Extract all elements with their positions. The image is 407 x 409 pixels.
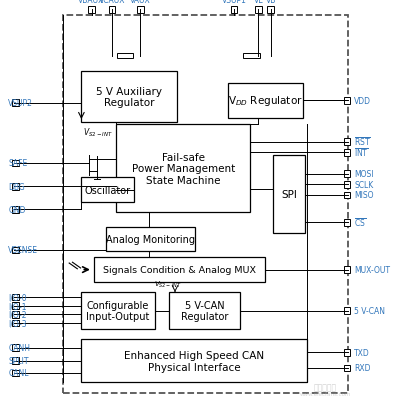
Text: Analog Monitoring: Analog Monitoring [106,234,195,244]
Text: SCLK: SCLK [354,180,373,189]
Bar [12,184,19,190]
Text: I/O-3: I/O-3 [8,319,27,328]
Text: SPI: SPI [281,189,297,199]
Bar [344,267,350,273]
Text: I/O-0: I/O-0 [8,293,27,302]
Bar [12,357,19,364]
Bar [12,247,19,254]
Bar [344,220,350,226]
Text: VDD: VDD [354,97,371,106]
Text: Enhanced High Speed CAN
Physical Interface: Enhanced High Speed CAN Physical Interfa… [124,350,265,372]
Bar [344,365,350,371]
Text: RXD: RXD [354,364,371,373]
FancyBboxPatch shape [169,292,240,329]
Bar [88,7,95,13]
Bar [12,294,19,301]
Bar [344,308,350,314]
Bar [267,7,274,13]
Bar [344,150,350,156]
Text: CANH: CANH [8,343,30,352]
FancyBboxPatch shape [116,125,250,213]
Bar [117,54,133,59]
Text: Oscillator: Oscillator [85,185,131,195]
Text: $V_{S2-INT}$: $V_{S2-INT}$ [154,279,182,290]
Bar [109,7,115,13]
Bar [344,171,350,178]
Bar [344,139,350,146]
Text: Configurable
Input-Output: Configurable Input-Output [86,300,150,321]
Text: CANL: CANL [8,369,28,378]
Text: VBAUX: VBAUX [79,0,105,5]
Text: I/O-1: I/O-1 [8,301,26,310]
Text: MISO: MISO [354,191,374,200]
Bar [12,160,19,167]
Text: www.elecfans.com: www.elecfans.com [300,391,351,396]
Text: MOSI: MOSI [354,170,374,179]
Bar [344,349,350,356]
Text: MUX-OUT: MUX-OUT [354,265,390,274]
Bar [12,207,19,213]
Bar [344,192,350,199]
Text: $\overline{\rm INT}$: $\overline{\rm INT}$ [354,147,369,159]
Bar [243,54,260,59]
FancyBboxPatch shape [81,72,177,123]
FancyBboxPatch shape [273,155,305,233]
FancyBboxPatch shape [106,227,195,252]
FancyBboxPatch shape [81,292,155,329]
Bar [12,344,19,351]
Bar [12,370,19,376]
Text: 电子发烧友: 电子发烧友 [314,382,337,391]
Text: 5 V-CAN: 5 V-CAN [354,306,385,315]
Text: TXD: TXD [354,348,370,357]
Text: I/O-2: I/O-2 [8,310,26,319]
FancyBboxPatch shape [94,258,265,282]
Text: VAUX: VAUX [130,0,151,5]
Text: VSUP1: VSUP1 [221,0,247,5]
Bar [344,98,350,104]
Bar [12,320,19,326]
Bar [255,7,262,13]
Text: VCAUX: VCAUX [98,0,125,5]
Text: GND: GND [8,205,26,214]
Text: VB: VB [265,0,276,5]
Bar [344,182,350,188]
Text: VSENSE: VSENSE [8,246,38,255]
Bar [231,7,237,13]
Text: $V_{S2-INT}$: $V_{S2-INT}$ [83,126,113,138]
Bar [137,7,144,13]
Text: DBG: DBG [8,182,25,191]
Text: Fail-safe
Power Management
State Machine: Fail-safe Power Management State Machine [131,152,235,185]
Text: $\overline{\rm RST}$: $\overline{\rm RST}$ [354,136,371,148]
FancyBboxPatch shape [228,84,303,119]
Text: V$_{DD}$ Regulator: V$_{DD}$ Regulator [228,94,303,108]
Text: SPLIT: SPLIT [8,356,28,365]
FancyBboxPatch shape [81,178,134,202]
Bar [12,311,19,318]
Text: Signals Condition & Analog MUX: Signals Condition & Analog MUX [103,265,256,274]
Text: VSUP2: VSUP2 [8,99,33,108]
Bar [12,100,19,107]
Text: $\overline{\rm CS}$: $\overline{\rm CS}$ [354,217,366,229]
FancyBboxPatch shape [81,339,307,382]
Text: VE: VE [254,0,263,5]
Text: 5 V Auxiliary
Regulator: 5 V Auxiliary Regulator [96,86,162,108]
Text: SAFE: SAFE [8,159,27,168]
Bar [12,303,19,309]
Text: 5 V-CAN
Regulator: 5 V-CAN Regulator [181,300,228,321]
